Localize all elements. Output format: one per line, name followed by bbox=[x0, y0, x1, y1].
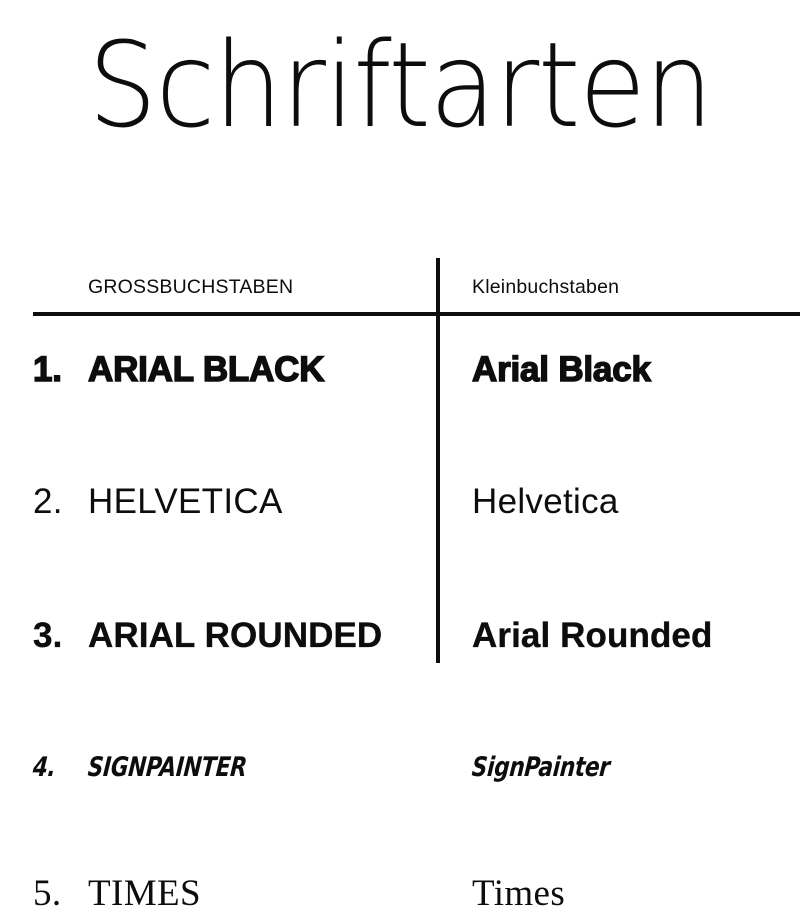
row-number: 2. bbox=[33, 482, 63, 521]
row-lowercase: SignPainter bbox=[470, 752, 612, 783]
row-number: 5. bbox=[33, 873, 62, 914]
row-lowercase: Times bbox=[472, 873, 566, 914]
row-lowercase: Helvetica bbox=[472, 482, 619, 521]
row-lowercase: Arial Rounded bbox=[472, 616, 713, 655]
page-root: Schriftarten GROSSBUCHSTABEN Kleinbuchst… bbox=[0, 16, 800, 914]
row-uppercase: HELVETICA bbox=[88, 482, 283, 521]
row-number: 1. bbox=[32, 349, 62, 389]
row-lowercase: Arial Black bbox=[471, 349, 651, 389]
table-row: 5. TIMES Times bbox=[0, 600, 800, 914]
row-uppercase: SIGNPAINTER bbox=[86, 752, 248, 783]
font-list: 1. ARIAL BLACK Arial Black 2. HELVETICA … bbox=[0, 336, 800, 914]
row-number: 4. bbox=[31, 752, 57, 783]
header-divider-horizontal bbox=[33, 312, 800, 316]
table-row: 2. HELVETICA Helvetica bbox=[0, 402, 800, 521]
table-row: 1. ARIAL BLACK Arial Black bbox=[0, 336, 800, 402]
table-row: 3. ARIAL ROUNDED Arial Rounded bbox=[0, 468, 800, 655]
table-row: 4. SIGNPAINTER SignPainter bbox=[0, 534, 800, 783]
column-divider-vertical bbox=[436, 258, 440, 663]
column-header-lowercase: Kleinbuchstaben bbox=[472, 276, 620, 298]
column-header-uppercase: GROSSBUCHSTABEN bbox=[88, 276, 294, 298]
row-uppercase: TIMES bbox=[88, 873, 201, 914]
page-title: Schriftarten bbox=[88, 16, 713, 154]
row-number: 3. bbox=[33, 616, 63, 655]
row-uppercase: ARIAL BLACK bbox=[87, 349, 325, 389]
row-uppercase: ARIAL ROUNDED bbox=[88, 616, 383, 655]
